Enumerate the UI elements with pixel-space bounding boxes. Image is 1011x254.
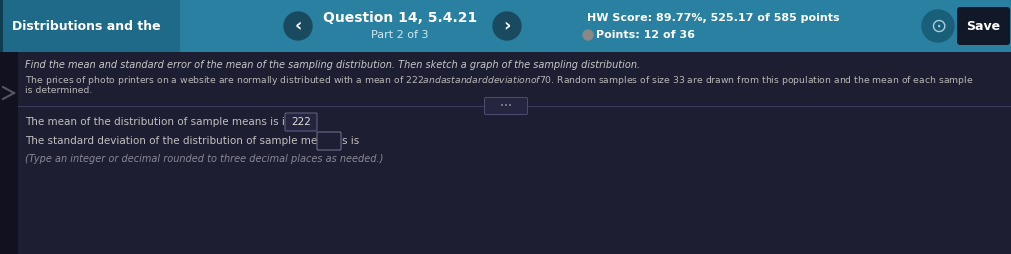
Text: Save: Save	[966, 20, 1000, 33]
Text: Part 2 of 3: Part 2 of 3	[371, 30, 429, 40]
Circle shape	[583, 30, 593, 40]
Text: The prices of photo printers on a website are normally distributed with a mean o: The prices of photo printers on a websit…	[25, 74, 974, 87]
FancyBboxPatch shape	[0, 0, 3, 52]
Text: Question 14, 5.4.21: Question 14, 5.4.21	[323, 11, 477, 25]
FancyBboxPatch shape	[484, 98, 528, 115]
Text: •••: •••	[500, 103, 512, 109]
Text: The standard deviation of the distribution of sample means is is: The standard deviation of the distributi…	[25, 136, 359, 146]
Text: is determined.: is determined.	[25, 86, 92, 95]
FancyBboxPatch shape	[957, 7, 1010, 45]
Circle shape	[284, 12, 312, 40]
Text: ›: ›	[503, 17, 511, 35]
Text: ⊙: ⊙	[930, 17, 946, 36]
FancyBboxPatch shape	[0, 0, 180, 52]
Text: Distributions and the: Distributions and the	[12, 20, 161, 33]
Text: Find the mean and standard error of the mean of the sampling distribution. Then : Find the mean and standard error of the …	[25, 60, 640, 70]
FancyBboxPatch shape	[18, 52, 1011, 254]
Text: The mean of the distribution of sample means is is: The mean of the distribution of sample m…	[25, 117, 290, 127]
Text: (Type an integer or decimal rounded to three decimal places as needed.): (Type an integer or decimal rounded to t…	[25, 154, 383, 164]
FancyBboxPatch shape	[0, 52, 1011, 254]
FancyBboxPatch shape	[0, 0, 1011, 52]
FancyBboxPatch shape	[317, 132, 341, 150]
Text: ‹: ‹	[294, 17, 301, 35]
Text: HW Score: 89.77%, 525.17 of 585 points: HW Score: 89.77%, 525.17 of 585 points	[587, 13, 839, 23]
FancyBboxPatch shape	[0, 52, 18, 254]
Text: 222: 222	[291, 117, 311, 127]
Circle shape	[493, 12, 521, 40]
FancyBboxPatch shape	[285, 113, 317, 131]
Text: Points: 12 of 36: Points: 12 of 36	[596, 30, 695, 40]
Circle shape	[922, 10, 954, 42]
